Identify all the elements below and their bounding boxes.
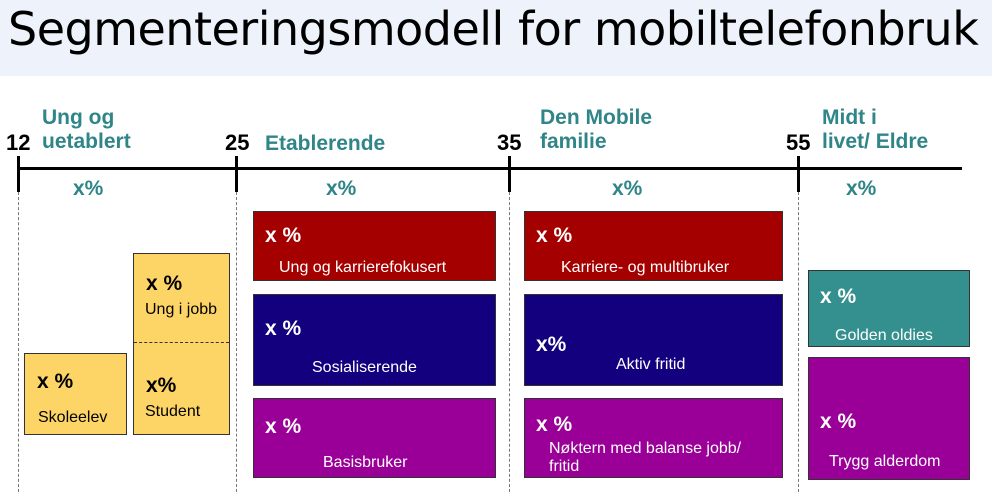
box-aktiv-fritid: x% Aktiv fritid: [524, 294, 783, 386]
box-value: x %: [536, 224, 573, 247]
box-name: Trygg alderdom: [829, 453, 941, 470]
box-noktern-med-balanse: x % Nøktern med balanse jobb/ fritid: [524, 398, 783, 478]
segment-label-ung-og-uetablert: Ung og uetablert: [42, 106, 131, 153]
box-name: Skoleelev: [38, 409, 108, 426]
age-axis: [18, 167, 962, 170]
box-skoleelev: x % Skoleelev: [24, 353, 127, 435]
box-value: x %: [820, 285, 857, 308]
age-marker-12: 12: [6, 130, 31, 155]
box-sosialiserende: x % Sosialiserende: [253, 294, 496, 386]
box-value: x %: [536, 413, 573, 436]
box-ung-og-karrierefokusert: x % Ung og karrierefokusert: [253, 211, 496, 281]
axis-tick-55: [797, 156, 800, 192]
axis-tick-12: [17, 156, 20, 192]
box-name-line2: fritid: [549, 458, 580, 475]
divider-12: [18, 192, 19, 492]
axis-tick-25: [235, 156, 238, 192]
box-value: x %: [265, 224, 302, 247]
axis-tick-35: [508, 156, 511, 192]
segment-share-ung-og-uetablert: x%: [73, 177, 104, 200]
box-name: Aktiv fritid: [616, 356, 686, 373]
box-name: Basisbruker: [323, 454, 408, 471]
box-karriere-og-multibruker: x % Karriere- og multibruker: [524, 211, 783, 281]
age-marker-35: 35: [497, 130, 522, 155]
divider-55: [798, 192, 799, 492]
box-name: Sosialiserende: [312, 359, 417, 376]
segment-label-etablerende: Etablerende: [265, 132, 386, 155]
box-value: x %: [265, 317, 302, 340]
title-band: Segmenteringsmodell for mobiltelefonbruk: [0, 0, 992, 76]
box-split-line: [134, 342, 229, 343]
page-title: Segmenteringsmodell for mobiltelefonbruk: [8, 2, 979, 56]
divider-25: [236, 192, 237, 492]
box-value-ung-i-jobb: x %: [146, 272, 183, 295]
segment-share-etablerende: x%: [326, 177, 357, 200]
age-marker-55: 55: [786, 130, 811, 155]
box-name-student: Student: [145, 403, 201, 420]
box-value-student: x%: [146, 374, 177, 397]
segment-label-den-mobile-familie: Den Mobile familie: [540, 106, 653, 153]
box-value: x %: [820, 410, 857, 433]
divider-35: [509, 192, 510, 492]
segment-share-midt-i-livet: x%: [846, 177, 877, 200]
box-name-ung-i-jobb: Ung i jobb: [145, 301, 218, 318]
box-trygg-alderdom: x % Trygg alderdom: [808, 357, 970, 480]
box-name: Ung og karrierefokusert: [279, 259, 447, 276]
box-name: Golden oldies: [835, 327, 933, 344]
age-marker-25: 25: [225, 130, 250, 155]
box-basisbruker: x % Basisbruker: [253, 398, 496, 478]
box-value: x %: [265, 415, 302, 438]
box-value: x %: [37, 370, 74, 393]
segment-label-midt-i-livet: Midt i livet/ Eldre: [822, 106, 929, 153]
box-golden-oldies: x % Golden oldies: [808, 270, 970, 347]
box-name-line1: Nøktern med balanse jobb/: [549, 440, 742, 457]
box-value: x%: [536, 333, 567, 356]
box-ung-i-jobb-student: x % Ung i jobb x% Student: [133, 253, 230, 435]
segment-share-den-mobile-familie: x%: [612, 177, 643, 200]
box-name: Karriere- og multibruker: [561, 259, 730, 276]
